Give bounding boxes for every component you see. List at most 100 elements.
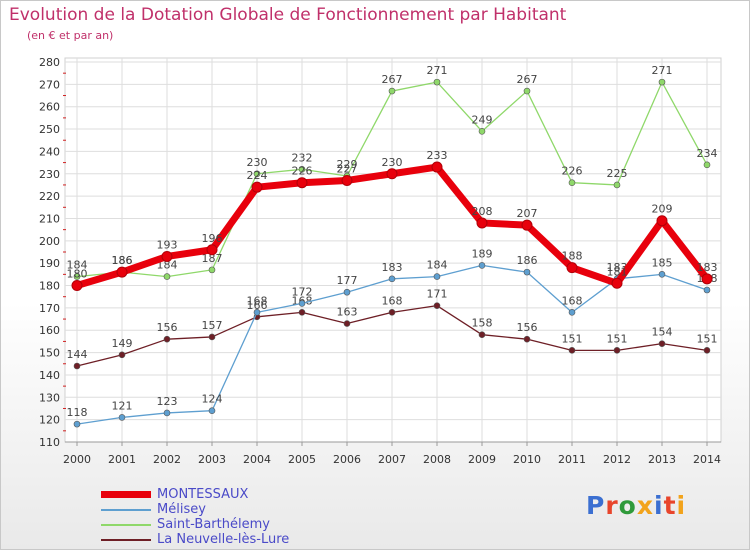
x-tick-label: 2006	[333, 453, 361, 466]
data-label: 267	[382, 73, 403, 86]
data-point	[658, 78, 666, 86]
data-point	[253, 170, 261, 178]
data-point	[388, 275, 396, 283]
data-label: 186	[112, 254, 133, 267]
data-point	[386, 168, 398, 180]
data-label: 249	[472, 113, 493, 126]
legend-swatch	[101, 538, 151, 541]
data-point	[298, 309, 306, 316]
data-label: 151	[697, 332, 718, 345]
data-label: 234	[697, 147, 718, 160]
plot-area	[64, 57, 722, 443]
y-tick-label: 250	[39, 123, 60, 136]
y-tick-label: 260	[39, 101, 60, 114]
logo-letter: o	[618, 491, 637, 520]
data-label: 156	[157, 321, 178, 334]
data-label: 183	[697, 261, 718, 274]
data-point	[478, 127, 486, 135]
data-point	[658, 271, 666, 278]
data-point	[568, 179, 576, 187]
legend-swatch	[101, 508, 151, 511]
data-label: 271	[652, 64, 673, 77]
y-tick-label: 130	[39, 391, 60, 404]
y-tick-label: 120	[39, 414, 60, 427]
data-point	[433, 273, 441, 280]
data-label: 186	[112, 254, 133, 267]
data-label: 232	[292, 151, 313, 164]
y-tick-label: 160	[39, 324, 60, 337]
data-point	[523, 87, 531, 95]
x-tick-label: 2000	[63, 453, 91, 466]
y-tick-label: 230	[39, 168, 60, 181]
data-label: 177	[337, 274, 358, 287]
data-label: 180	[67, 268, 88, 281]
logo-letter: i	[676, 491, 687, 520]
data-point	[298, 165, 306, 173]
data-point	[523, 268, 531, 276]
data-point	[568, 347, 576, 354]
data-label: 171	[427, 288, 448, 301]
data-label: 168	[562, 294, 583, 307]
data-point	[253, 309, 261, 316]
data-label: 123	[157, 395, 178, 408]
data-point	[523, 335, 531, 343]
data-point	[163, 409, 171, 417]
data-label: 193	[157, 238, 178, 251]
x-tick-label: 2003	[198, 453, 226, 466]
data-point	[118, 351, 126, 359]
x-tick-label: 2011	[558, 453, 586, 466]
y-tick-label: 210	[39, 212, 60, 225]
legend-swatch	[101, 491, 151, 498]
data-label: 154	[652, 326, 673, 339]
data-point	[613, 347, 621, 354]
y-tick-label: 240	[39, 145, 60, 158]
data-label: 226	[562, 165, 583, 178]
data-label: 151	[562, 332, 583, 345]
data-label: 196	[202, 232, 223, 245]
data-label: 157	[202, 319, 223, 332]
logo-letter: t	[663, 491, 677, 520]
data-point	[431, 161, 443, 173]
data-point	[658, 340, 666, 347]
legend-label: Saint-Barthélemy	[157, 517, 270, 532]
data-label: 226	[292, 165, 313, 178]
series-0: 180 186 193 196 224 226 227 230 233 208 207 188 181 2…	[67, 149, 718, 292]
data-point	[208, 266, 216, 274]
data-point	[116, 266, 128, 278]
y-tick-label: 180	[39, 280, 60, 293]
legend-swatch	[101, 523, 151, 526]
data-label: 163	[337, 306, 358, 319]
x-tick-label: 2009	[468, 453, 496, 466]
logo-letter: x	[636, 491, 654, 520]
data-point	[343, 320, 351, 327]
data-label: 230	[247, 156, 268, 169]
x-tick-label: 2001	[108, 453, 136, 466]
data-point	[656, 215, 668, 227]
data-label: 208	[472, 205, 493, 218]
data-point	[613, 181, 621, 189]
data-point	[568, 309, 576, 316]
data-point	[118, 414, 126, 421]
y-tick-label: 170	[39, 302, 60, 315]
data-point	[703, 347, 711, 354]
x-tick-label: 2007	[378, 453, 406, 466]
y-tick-label: 110	[39, 436, 60, 449]
x-tick-label: 2014	[693, 453, 721, 466]
data-point	[388, 309, 396, 316]
data-point	[433, 302, 441, 309]
series-2: 184 186 184 187 230 232 229 267 271 249 267 226 225 2…	[67, 64, 718, 280]
legend-label: MONTESSAUX	[157, 487, 249, 502]
data-label: 229	[337, 158, 358, 171]
x-tick-label: 2005	[288, 453, 316, 466]
data-label: 227	[337, 162, 358, 175]
data-label: 186	[517, 254, 538, 267]
data-label: 271	[427, 64, 448, 77]
data-label: 187	[202, 252, 223, 265]
y-tick-label: 140	[39, 369, 60, 382]
x-tick-label: 2013	[648, 453, 676, 466]
chart-title: Evolution de la Dotation Globale de Fonc…	[9, 5, 567, 25]
data-point	[433, 78, 441, 86]
data-label: 121	[112, 399, 133, 412]
data-point	[478, 262, 486, 269]
